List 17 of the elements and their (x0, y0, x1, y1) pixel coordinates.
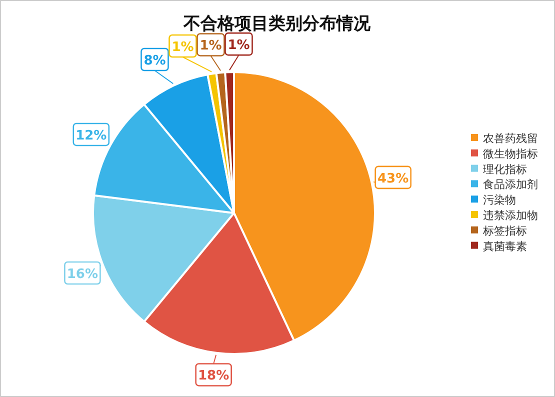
data-label: 43% (378, 171, 409, 186)
legend-label: 理化指标 (483, 162, 527, 176)
data-label: 12% (76, 128, 107, 144)
legend-label: 农兽药残留 (483, 132, 538, 145)
legend-label: 食品添加剂 (483, 178, 538, 192)
data-label: 1% (228, 38, 250, 54)
legend-label: 微生物指标 (483, 147, 538, 160)
data-label: 8% (144, 54, 166, 69)
data-label: 18% (198, 368, 230, 384)
data-label: 1% (172, 40, 194, 56)
legend-label: 污染物 (483, 194, 516, 207)
data-label: 16% (66, 267, 98, 282)
data-label: 1% (200, 38, 222, 54)
legend-label: 违禁添加物 (483, 209, 538, 222)
legend-label: 标签指标 (482, 224, 527, 238)
chart-title: 不合格项目类别分布情况 (182, 14, 372, 34)
legend-label: 真菌毒素 (483, 240, 527, 253)
